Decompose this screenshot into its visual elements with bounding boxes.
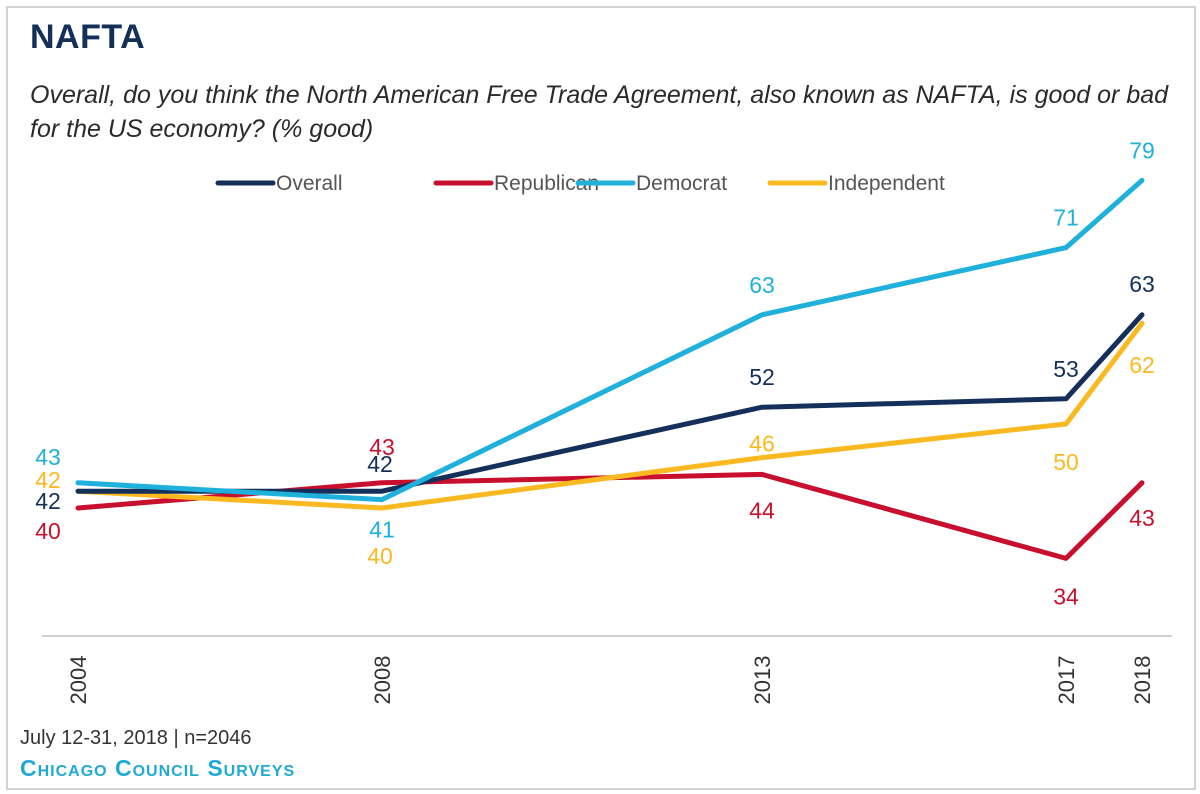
legend-label-independent: Independent — [828, 172, 945, 195]
data-label-overall-2004: 42 — [35, 488, 61, 514]
data-label-independent-2004: 42 — [35, 467, 61, 493]
x-tick-label-2013: 2013 — [750, 656, 775, 705]
legend-item-independent: Independent — [767, 172, 945, 195]
chart-frame — [6, 6, 1196, 790]
data-label-democrat-2017: 71 — [1053, 205, 1079, 231]
legend-label-republican: Republican — [494, 172, 599, 195]
legend-label-overall: Overall — [276, 172, 343, 195]
data-label-overall-2018: 63 — [1129, 271, 1155, 297]
data-label-democrat-2004: 43 — [35, 444, 61, 470]
survey-date-sample: July 12-31, 2018 | n=2046 — [20, 727, 252, 749]
x-tick-labels: 2004 2008 2013 2017 2018 — [66, 656, 1155, 705]
data-label-overall-2013: 52 — [749, 364, 775, 390]
data-label-republican-2017: 34 — [1053, 583, 1079, 609]
series-line-republican — [75, 471, 1145, 561]
chart-subtitle: Overall, do you think the North American… — [30, 81, 1169, 143]
series-line-democrat — [75, 177, 1145, 503]
x-tick-label-2018: 2018 — [1130, 656, 1155, 705]
data-label-independent-2017: 50 — [1053, 449, 1079, 475]
chart-title: NAFTA — [30, 18, 146, 56]
brand-logo-text: Chicago Council Surveys — [20, 755, 296, 781]
x-tick-label-2017: 2017 — [1054, 656, 1079, 705]
legend-item-republican: Republican — [433, 172, 599, 195]
data-label-independent-2008: 40 — [367, 543, 393, 569]
legend-item-overall: Overall — [215, 172, 343, 195]
data-label-democrat-2008: 41 — [369, 517, 395, 543]
data-label-democrat-2018: 79 — [1129, 137, 1155, 163]
data-label-republican-2004: 40 — [35, 518, 61, 544]
legend-item-democrat: Democrat — [575, 172, 727, 195]
data-label-republican-2018: 43 — [1129, 505, 1155, 531]
legend-label-democrat: Democrat — [636, 172, 727, 195]
data-label-democrat-2013: 63 — [749, 272, 775, 298]
data-label-republican-2008: 43 — [369, 434, 395, 460]
series-line-overall — [75, 312, 1145, 494]
x-tick-label-2008: 2008 — [370, 656, 395, 705]
series-line-independent — [75, 320, 1145, 511]
data-label-republican-2013: 44 — [749, 497, 775, 523]
data-label-overall-2017: 53 — [1053, 356, 1079, 382]
data-label-independent-2013: 46 — [749, 431, 775, 457]
series-layer — [75, 177, 1145, 561]
data-label-overall-2008: 42 — [367, 451, 393, 477]
data-label-independent-2018: 62 — [1129, 352, 1155, 378]
legend: Overall Republican Democrat Independent — [215, 172, 945, 195]
x-tick-label-2004: 2004 — [66, 656, 91, 705]
